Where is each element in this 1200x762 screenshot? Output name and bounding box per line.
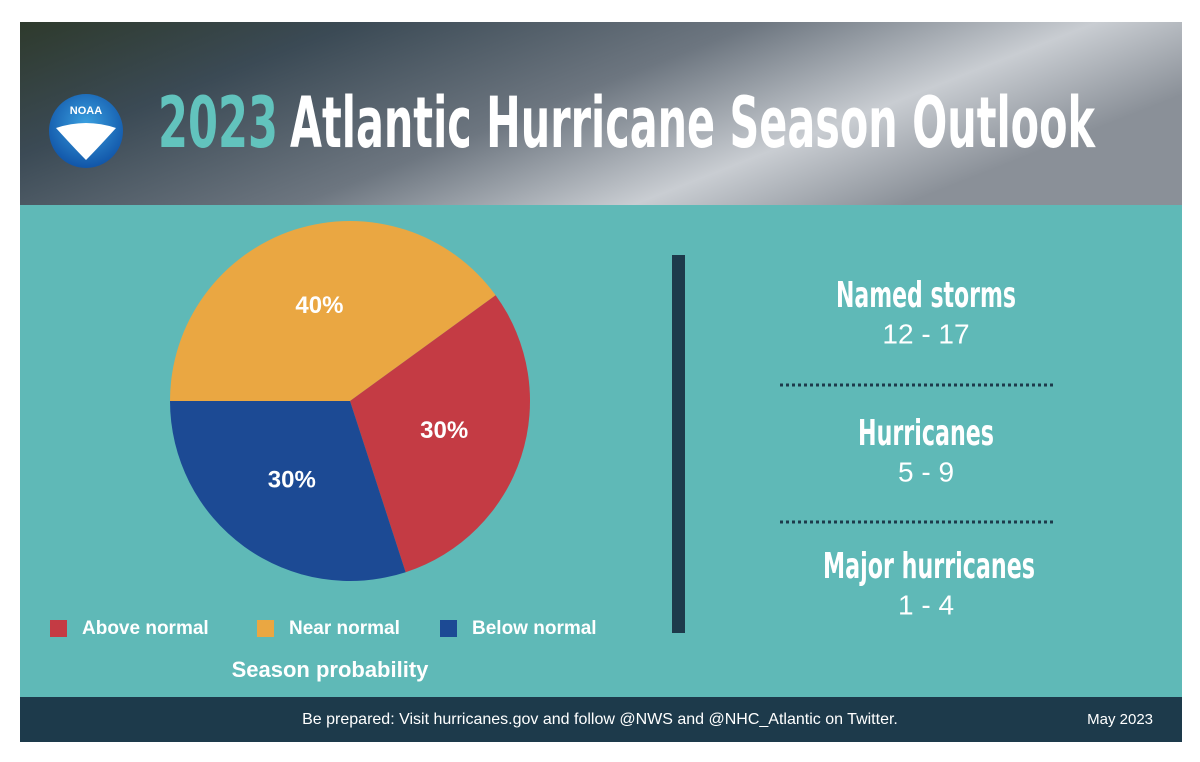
footer-text: Be prepared: Visit hurricanes.gov and fo… (302, 711, 898, 728)
pie-slice (170, 221, 496, 401)
logo-text: NOAA (70, 105, 102, 117)
stat-range: 12 - 17 (882, 318, 969, 349)
title-year: 2023 (158, 82, 278, 164)
divider (672, 255, 685, 633)
footer-date: May 2023 (1087, 711, 1153, 728)
value-label: 30% (420, 417, 468, 444)
value-label: 40% (295, 292, 343, 319)
legend-label: Below normal (472, 618, 597, 639)
chart-title: Season probability (232, 657, 430, 682)
legend-swatch (440, 620, 457, 637)
footer-background (20, 697, 1182, 742)
stat-range: 5 - 9 (898, 456, 954, 487)
pie-slice (170, 401, 406, 581)
legend-swatch (257, 620, 274, 637)
stat-label: Named storms (836, 275, 1016, 316)
title: Atlantic Hurricane Season Outlook (290, 82, 1096, 164)
stats: Named storms 12 - 17 Hurricanes 5 - 9 Ma… (780, 275, 1056, 620)
value-label: 30% (268, 466, 316, 493)
stat-label: Major hurricanes (823, 546, 1035, 587)
legend-label: Above normal (82, 618, 209, 639)
legend-label: Near normal (289, 618, 400, 639)
stat-label: Hurricanes (858, 413, 994, 454)
header-background (20, 22, 1182, 205)
legend-swatch (50, 620, 67, 637)
pie-slice (350, 295, 530, 573)
logo-bird (56, 123, 116, 160)
stat-range: 1 - 4 (898, 589, 954, 620)
